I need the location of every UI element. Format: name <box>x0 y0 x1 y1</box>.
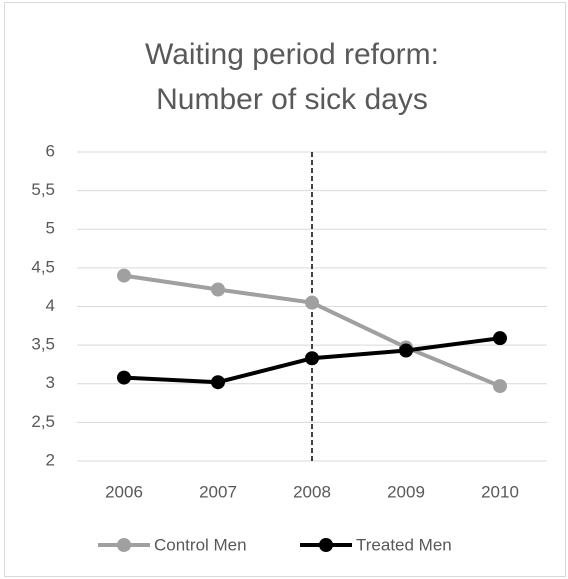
y-tick-label: 5,5 <box>31 180 55 199</box>
legend-label: Control Men <box>154 535 247 554</box>
data-point <box>305 351 319 366</box>
x-tick-label: 2009 <box>387 482 425 501</box>
x-tick-label: 2010 <box>481 482 519 501</box>
chart-title: Number of sick days <box>156 83 428 116</box>
y-tick-label: 2 <box>46 450 55 469</box>
y-tick-label: 4 <box>46 296 55 315</box>
data-point <box>399 343 413 358</box>
data-point <box>117 370 131 385</box>
y-tick-label: 6 <box>46 141 55 160</box>
data-point <box>493 331 507 346</box>
y-tick-label: 3 <box>46 373 55 392</box>
y-tick-label: 3,5 <box>31 335 55 354</box>
y-tick-label: 2,5 <box>31 412 55 431</box>
x-tick-label: 2006 <box>105 482 143 501</box>
data-point <box>493 379 507 394</box>
chart-title: Waiting period reform: <box>145 38 439 71</box>
data-point <box>211 375 225 390</box>
x-tick-label: 2007 <box>199 482 237 501</box>
data-point <box>211 282 225 297</box>
legend-label: Treated Men <box>356 535 452 554</box>
y-tick-label: 4,5 <box>31 257 55 276</box>
legend-marker <box>319 538 333 552</box>
data-point <box>117 268 131 283</box>
x-tick-label: 2008 <box>293 482 331 501</box>
data-point <box>305 295 319 310</box>
legend-marker <box>117 538 131 552</box>
y-tick-label: 5 <box>46 219 55 238</box>
chart-border <box>4 2 566 577</box>
